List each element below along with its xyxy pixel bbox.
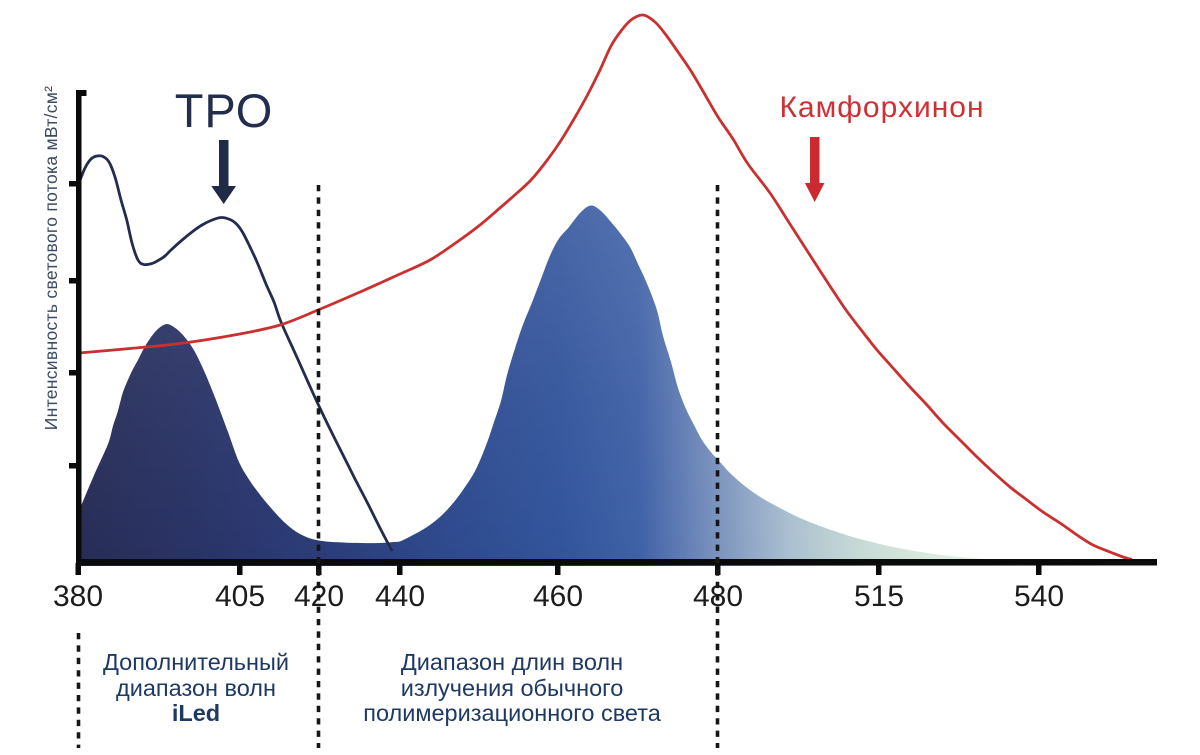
svg-text:405: 405 [215, 580, 265, 613]
svg-text:Камфорхинон: Камфорхинон [779, 91, 984, 124]
svg-text:540: 540 [1014, 580, 1064, 613]
svg-text:460: 460 [533, 580, 583, 613]
svg-text:ТРО: ТРО [175, 84, 274, 137]
svg-text:полимеризационного света: полимеризационного света [363, 700, 661, 726]
svg-text:диапазон волн: диапазон волн [116, 675, 276, 701]
svg-text:440: 440 [375, 580, 425, 613]
svg-text:Дополнительный: Дополнительный [103, 649, 289, 675]
svg-text:Диапазон длин волн: Диапазон длин волн [401, 649, 623, 675]
svg-text:380: 380 [53, 580, 103, 613]
svg-text:iLed: iLed [172, 700, 220, 726]
svg-text:515: 515 [854, 580, 904, 613]
svg-text:Интенсивность светового потока: Интенсивность светового потока мВт/см² [41, 86, 61, 430]
svg-text:излучения обычного: излучения обычного [401, 675, 624, 701]
